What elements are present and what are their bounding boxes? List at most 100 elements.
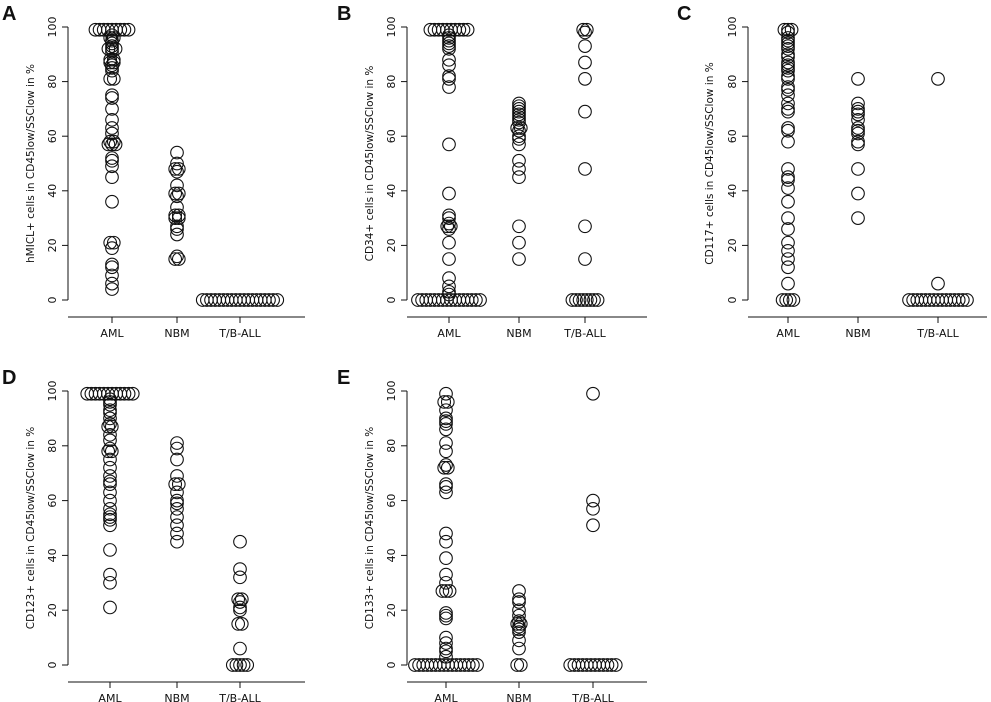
data-point <box>105 102 119 116</box>
data-point <box>125 386 140 401</box>
y-tick-label: 100 <box>46 381 59 402</box>
x-category-label: AML <box>437 327 461 340</box>
y-axis-title: CD34+ cells in CD45low/SSClow in % <box>364 66 376 262</box>
data-point <box>439 649 453 664</box>
data-point <box>103 501 117 516</box>
data-point <box>781 123 795 138</box>
data-point <box>439 636 453 650</box>
panel-letter: D <box>2 367 16 389</box>
data-point <box>104 419 119 434</box>
data-point <box>461 658 476 672</box>
x-category-label: AML <box>100 327 124 340</box>
data-point <box>439 551 453 565</box>
data-point <box>439 477 453 492</box>
data-point <box>851 162 865 176</box>
data-point <box>781 36 795 51</box>
data-point <box>781 235 795 250</box>
data-point <box>851 104 865 119</box>
data-point <box>103 417 117 431</box>
data-point <box>437 460 452 475</box>
data-point <box>442 271 456 286</box>
data-point <box>442 284 456 299</box>
data-point <box>105 260 119 275</box>
data-point <box>103 52 118 67</box>
data-point <box>171 162 186 176</box>
data-point <box>781 134 795 149</box>
panel-e: E 0 20 40 60 80 100 CD133+ cells in CD45low/SSC… <box>337 367 647 702</box>
data-point <box>513 121 528 135</box>
y-tick-label: 100 <box>46 17 59 38</box>
data-point <box>171 211 186 225</box>
y-tick-label: 80 <box>385 439 398 453</box>
data-point <box>578 72 592 86</box>
data-point <box>512 153 526 168</box>
data-point <box>103 543 117 557</box>
panel-letter: C <box>677 3 691 25</box>
data-point <box>170 189 184 204</box>
data-point <box>105 153 119 168</box>
data-point <box>586 518 600 533</box>
data-point <box>512 102 526 116</box>
data-point <box>233 562 247 576</box>
x-category-label: AML <box>98 692 122 702</box>
y-tick-label: 80 <box>46 75 59 89</box>
data-point <box>103 392 117 407</box>
data-point <box>440 460 455 475</box>
y-tick-label: 100 <box>726 17 739 38</box>
data-point <box>439 584 453 598</box>
y-axis-title: CD133+ cells in CD45low/SSClow in % <box>364 427 376 629</box>
data-point <box>781 96 795 111</box>
data-point <box>105 137 119 152</box>
data-point <box>170 222 184 236</box>
data-point <box>442 186 456 201</box>
data-point <box>104 444 119 459</box>
data-point <box>103 441 117 456</box>
data-point <box>512 110 526 124</box>
data-point <box>105 257 119 272</box>
y-tick-label: 80 <box>385 75 398 89</box>
data-point <box>578 104 592 119</box>
data-point <box>439 480 453 494</box>
data-point <box>512 137 526 152</box>
data-point <box>781 31 795 45</box>
data-point <box>781 25 795 40</box>
data-point <box>578 55 592 70</box>
data-point <box>168 252 183 266</box>
data-point <box>234 617 249 631</box>
data-point <box>439 411 453 426</box>
data-point <box>168 162 183 176</box>
data-point <box>168 186 183 201</box>
data-point <box>439 644 453 659</box>
data-point <box>168 208 183 223</box>
y-tick-label: 20 <box>46 603 59 617</box>
data-point <box>103 518 117 533</box>
data-point <box>512 592 526 607</box>
data-point <box>781 61 795 75</box>
panel-letter: B <box>337 3 351 25</box>
data-point <box>442 36 456 51</box>
data-point <box>442 279 456 294</box>
data-point <box>513 658 528 672</box>
data-point <box>105 39 119 53</box>
data-point <box>851 126 865 141</box>
data-point <box>103 406 117 420</box>
x-category-label: NBM <box>506 692 531 702</box>
y-tick-label: 20 <box>385 238 398 252</box>
data-point <box>103 575 117 590</box>
data-point <box>103 433 117 448</box>
y-tick-label: 60 <box>385 129 398 143</box>
data-point <box>586 493 600 508</box>
x-category-label: NBM <box>845 327 870 340</box>
data-point <box>466 658 480 672</box>
data-point <box>578 25 592 40</box>
data-point <box>170 219 184 234</box>
data-point <box>233 570 247 585</box>
y-tick-label: 60 <box>46 494 59 508</box>
data-point <box>512 162 526 176</box>
data-point <box>108 137 123 152</box>
data-point <box>105 268 119 283</box>
data-point <box>512 219 526 234</box>
data-point <box>781 211 795 225</box>
data-point <box>439 606 453 620</box>
data-point <box>569 293 583 307</box>
